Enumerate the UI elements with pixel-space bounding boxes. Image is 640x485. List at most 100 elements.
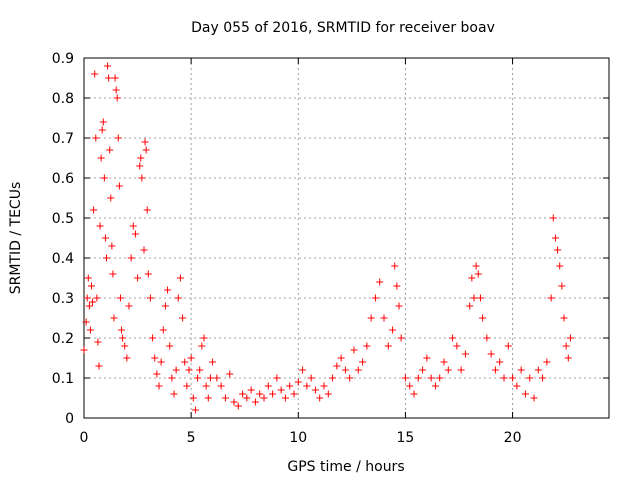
y-tick-label: 0: [65, 411, 74, 427]
data-point: [476, 294, 484, 302]
data-point: [500, 374, 508, 382]
data-point: [264, 382, 272, 390]
data-point: [534, 366, 542, 374]
data-point: [144, 270, 152, 278]
data-point: [281, 394, 289, 402]
y-tick-label: 0.3: [52, 291, 74, 307]
data-point: [526, 374, 534, 382]
data-point: [179, 314, 187, 322]
data-point: [84, 274, 92, 282]
data-point: [111, 74, 119, 82]
data-point: [202, 382, 210, 390]
data-point: [127, 254, 135, 262]
data-point: [269, 390, 277, 398]
data-point: [137, 154, 145, 162]
data-point: [113, 94, 121, 102]
x-axis-label: GPS time / hours: [287, 459, 404, 475]
data-point: [320, 382, 328, 390]
data-point: [423, 354, 431, 362]
data-point: [105, 74, 113, 82]
data-point: [380, 314, 388, 322]
y-tick-label: 0.5: [52, 211, 74, 227]
data-point: [83, 294, 91, 302]
grid-lines: [84, 58, 609, 418]
data-point: [260, 394, 268, 402]
data-point: [496, 358, 504, 366]
data-point: [118, 326, 125, 334]
chart-title: Day 055 of 2016, SRMTID for receiver boa…: [191, 20, 495, 36]
data-point: [89, 298, 97, 306]
data-point: [474, 270, 482, 278]
data-point: [243, 394, 251, 402]
data-point: [566, 334, 574, 342]
data-point: [509, 374, 517, 382]
data-point: [230, 398, 238, 406]
data-point: [329, 374, 337, 382]
data-point: [341, 366, 349, 374]
data-point: [440, 358, 448, 366]
x-tick-label: 15: [397, 430, 415, 446]
data-point: [168, 374, 176, 382]
data-point: [393, 282, 401, 290]
data-point: [547, 294, 555, 302]
data-point: [187, 354, 195, 362]
data-point: [457, 366, 465, 374]
data-point: [363, 342, 371, 350]
data-point: [146, 294, 154, 302]
data-point: [371, 294, 379, 302]
data-point: [143, 206, 151, 214]
data-point: [299, 366, 307, 374]
data-point: [159, 326, 167, 334]
data-point: [142, 146, 150, 154]
data-point: [551, 234, 559, 242]
data-point: [166, 342, 174, 350]
data-point: [376, 278, 384, 286]
data-point: [116, 294, 124, 302]
data-point: [131, 230, 139, 238]
data-point: [539, 374, 547, 382]
data-point: [106, 146, 114, 154]
data-point: [104, 62, 112, 70]
data-point: [427, 374, 435, 382]
data-point: [491, 366, 499, 374]
axis-ticks: 0 0.1 0.2 0.3 0.4 0.5 0.6 0.7 0.8 0.9 0 5 10 15 20: [52, 51, 609, 446]
data-point: [530, 394, 538, 402]
data-point: [234, 402, 242, 410]
data-points: [80, 62, 574, 414]
data-point: [121, 342, 129, 350]
data-point: [217, 382, 225, 390]
data-point: [114, 134, 122, 142]
data-point: [88, 282, 95, 290]
data-point: [95, 362, 103, 370]
data-point: [170, 390, 178, 398]
data-point: [397, 334, 405, 342]
data-point: [290, 390, 298, 398]
data-point: [294, 378, 302, 386]
data-point: [391, 262, 399, 270]
data-point: [93, 294, 101, 302]
data-point: [337, 354, 345, 362]
data-point: [196, 366, 204, 374]
data-point: [517, 366, 525, 374]
data-point: [157, 358, 165, 366]
data-point: [333, 362, 341, 370]
data-point: [239, 390, 247, 398]
data-point: [213, 374, 221, 382]
data-point: [543, 358, 551, 366]
data-point: [562, 342, 570, 350]
data-point: [107, 194, 115, 202]
data-point: [556, 262, 564, 270]
data-point: [112, 86, 120, 94]
data-point: [470, 294, 478, 302]
data-point: [350, 346, 358, 354]
data-point: [389, 326, 397, 334]
data-point: [198, 342, 206, 350]
data-point: [406, 382, 414, 390]
data-point: [155, 382, 163, 390]
data-point: [151, 354, 159, 362]
data-point: [401, 374, 409, 382]
data-point: [367, 314, 375, 322]
data-point: [96, 222, 104, 230]
data-point: [172, 366, 180, 374]
